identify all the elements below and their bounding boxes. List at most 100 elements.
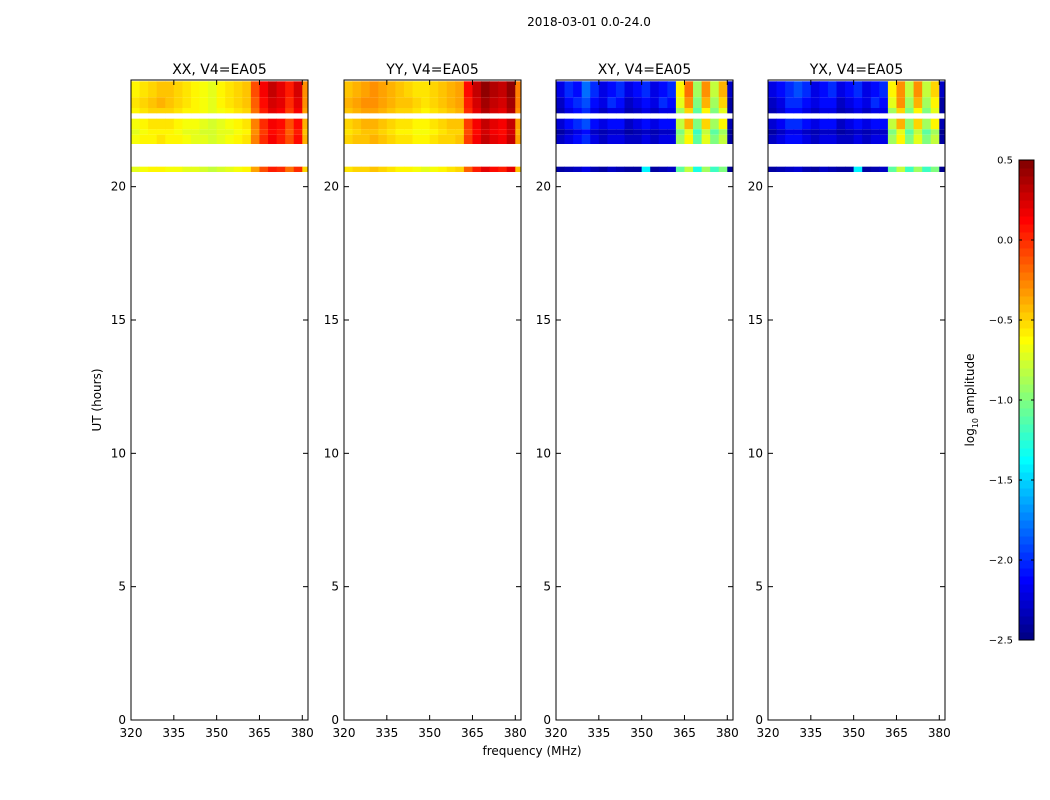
heatmap-cell xyxy=(598,97,608,108)
heatmap-cell xyxy=(684,81,694,98)
heatmap-cell xyxy=(913,129,923,135)
colorbar-segment xyxy=(1019,472,1034,481)
heatmap-cell xyxy=(208,97,218,108)
heatmap-cell xyxy=(590,108,600,114)
heatmap-cell xyxy=(573,129,583,135)
heatmap-cell xyxy=(776,166,786,172)
colorbar-tick-label: −1.0 xyxy=(989,396,1013,407)
heatmap-cell xyxy=(302,97,309,108)
heatmap-cell xyxy=(446,97,456,108)
colorbar-segment xyxy=(1019,536,1034,545)
heatmap-cell xyxy=(564,129,574,135)
heatmap-cell xyxy=(607,97,617,108)
heatmap-cell xyxy=(429,134,439,144)
heatmap-cell xyxy=(684,108,694,114)
heatmap-cell xyxy=(156,97,166,108)
colorbar-segment xyxy=(1019,224,1034,233)
heatmap-cell xyxy=(225,81,235,98)
y-tick-label: 5 xyxy=(543,580,551,594)
y-tick-label: 5 xyxy=(331,580,339,594)
heatmap-cell xyxy=(650,166,660,172)
y-tick-label: 10 xyxy=(111,446,126,460)
heatmap-cell xyxy=(667,129,677,135)
heatmap-cell xyxy=(250,81,260,98)
colorbar-tick-label: −0.5 xyxy=(989,316,1013,327)
heatmap-cell xyxy=(378,166,388,172)
heatmap-cell xyxy=(870,134,880,144)
heatmap-cell xyxy=(173,166,183,172)
heatmap-cell xyxy=(225,166,235,172)
heatmap-cell xyxy=(768,108,777,114)
heatmap-cell xyxy=(658,81,668,98)
heatmap-cell xyxy=(276,97,286,108)
colorbar-segment xyxy=(1019,456,1034,465)
heatmap-cell xyxy=(922,118,932,130)
heatmap-cell xyxy=(455,81,465,98)
heatmap-cell xyxy=(344,118,353,130)
panel-2: YY, V4=EA05 320 335 350 365 380 0 5 10 15 20 xyxy=(324,62,527,740)
heatmap-cell xyxy=(870,118,880,130)
colorbar-segment xyxy=(1019,216,1034,225)
colorbar-segment xyxy=(1019,240,1034,249)
heatmap-cell xyxy=(412,129,422,135)
heatmap-cell xyxy=(675,108,685,114)
heatmap-cell xyxy=(378,108,388,114)
heatmap-cell xyxy=(615,166,625,172)
heatmap-cell xyxy=(879,118,889,130)
heatmap-cell xyxy=(421,166,431,172)
heatmap-cell xyxy=(369,129,379,135)
colorbar-segment xyxy=(1019,312,1034,321)
heatmap-cell xyxy=(810,134,820,144)
heatmap-cell xyxy=(438,129,448,135)
heatmap-cell xyxy=(624,81,634,98)
heatmap-cell xyxy=(667,134,677,144)
heatmap-cell xyxy=(641,134,651,144)
heatmap-cell xyxy=(344,81,353,98)
heatmap-cell xyxy=(438,166,448,172)
heatmap-cell xyxy=(870,129,880,135)
heatmap-cell xyxy=(182,97,192,108)
heatmap-cell xyxy=(421,81,431,98)
heatmap-cell xyxy=(896,81,906,98)
heatmap-cell xyxy=(225,129,235,135)
heatmap-cell xyxy=(386,166,396,172)
x-tick-label: 350 xyxy=(205,726,228,740)
heatmap-cell xyxy=(438,118,448,130)
heatmap-cell xyxy=(710,129,720,135)
colorbar-segment xyxy=(1019,208,1034,217)
heatmap-cell xyxy=(216,166,226,172)
x-tick-label: 365 xyxy=(673,726,696,740)
heatmap-cell xyxy=(361,166,371,172)
heatmap-cell xyxy=(250,97,260,108)
colorbar-segment xyxy=(1019,432,1034,441)
heatmap-cell xyxy=(131,129,140,135)
heatmap-cell xyxy=(913,97,923,108)
heatmap-cell xyxy=(156,166,166,172)
heatmap-cell xyxy=(148,81,158,98)
heatmap-cell xyxy=(913,118,923,130)
x-tick-label: 380 xyxy=(291,726,314,740)
heatmap-cell xyxy=(190,97,200,108)
heatmap-cell xyxy=(836,118,846,130)
heatmap-cell xyxy=(768,134,777,144)
colorbar-tick-label: −1.5 xyxy=(989,476,1013,487)
heatmap-cell xyxy=(369,108,379,114)
heatmap-cell xyxy=(939,129,946,135)
heatmap-cell xyxy=(887,97,897,108)
heatmap-cell xyxy=(598,81,608,98)
x-tick-label: 380 xyxy=(928,726,951,740)
heatmap-cell xyxy=(905,97,914,108)
heatmap-cell xyxy=(242,108,252,114)
heatmap-cell xyxy=(564,166,574,172)
heatmap-cell xyxy=(165,129,175,135)
heatmap-cell xyxy=(293,166,303,172)
heatmap-cell xyxy=(802,129,812,135)
heatmap-cell xyxy=(641,166,651,172)
heatmap-cell xyxy=(139,97,149,108)
heatmap-cell xyxy=(922,129,932,135)
heatmap-cell xyxy=(556,108,565,114)
heatmap-cell xyxy=(658,118,668,130)
heatmap-cell xyxy=(242,134,252,144)
heatmap-cell xyxy=(139,166,149,172)
heatmap-cell xyxy=(285,134,295,144)
